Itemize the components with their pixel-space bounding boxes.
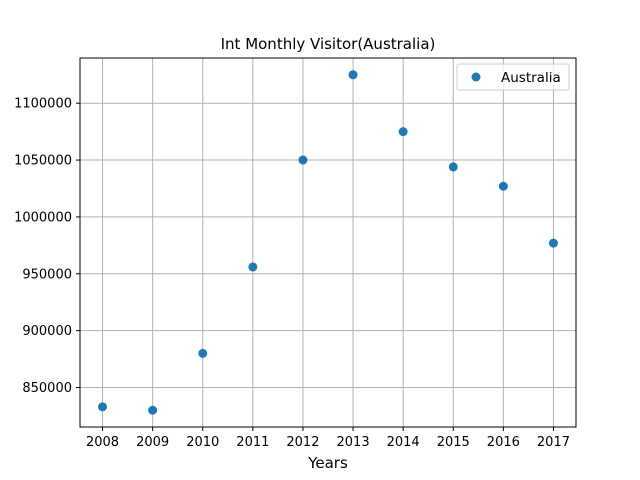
data-points [98,70,558,415]
data-point [248,262,258,272]
chart-title: Int Monthly Visitor(Australia) [221,35,436,53]
y-axis: 850000 900000 950000 1000000 1050000 1100000 [14,97,80,396]
plot-frame [79,57,577,428]
x-tick-label: 2017 [537,435,570,450]
legend-marker [471,72,481,82]
y-tick-label: 1000000 [14,210,72,225]
data-point [448,162,458,172]
legend: Australia [456,63,570,91]
legend-box [456,63,570,91]
y-tick-label: 950000 [22,267,72,282]
data-point [298,155,308,165]
y-tick-label: 1050000 [14,154,72,169]
x-tick-label: 2015 [437,435,470,450]
legend-label: Australia [501,70,561,86]
x-tick-label: 2008 [86,435,119,450]
data-point [198,348,208,358]
data-point [348,70,358,80]
x-axis-label: Years [307,454,348,472]
x-tick-label: 2012 [286,435,319,450]
data-point [98,402,108,412]
data-point [548,238,558,248]
y-tick-label: 850000 [22,381,72,396]
x-tick-label: 2014 [387,435,420,450]
data-point [148,405,158,415]
data-point [398,127,408,137]
x-tick-label: 2011 [236,435,269,450]
y-tick-label: 900000 [22,324,72,339]
y-tick-label: 1100000 [14,97,72,112]
data-point [498,181,508,191]
x-tick-label: 2009 [136,435,169,450]
x-tick-label: 2013 [337,435,370,450]
x-tick-label: 2016 [487,435,520,450]
x-axis: 2008 2009 2010 2011 2012 2013 2014 2015 2016 2017 [86,427,570,450]
x-tick-label: 2010 [186,435,219,450]
